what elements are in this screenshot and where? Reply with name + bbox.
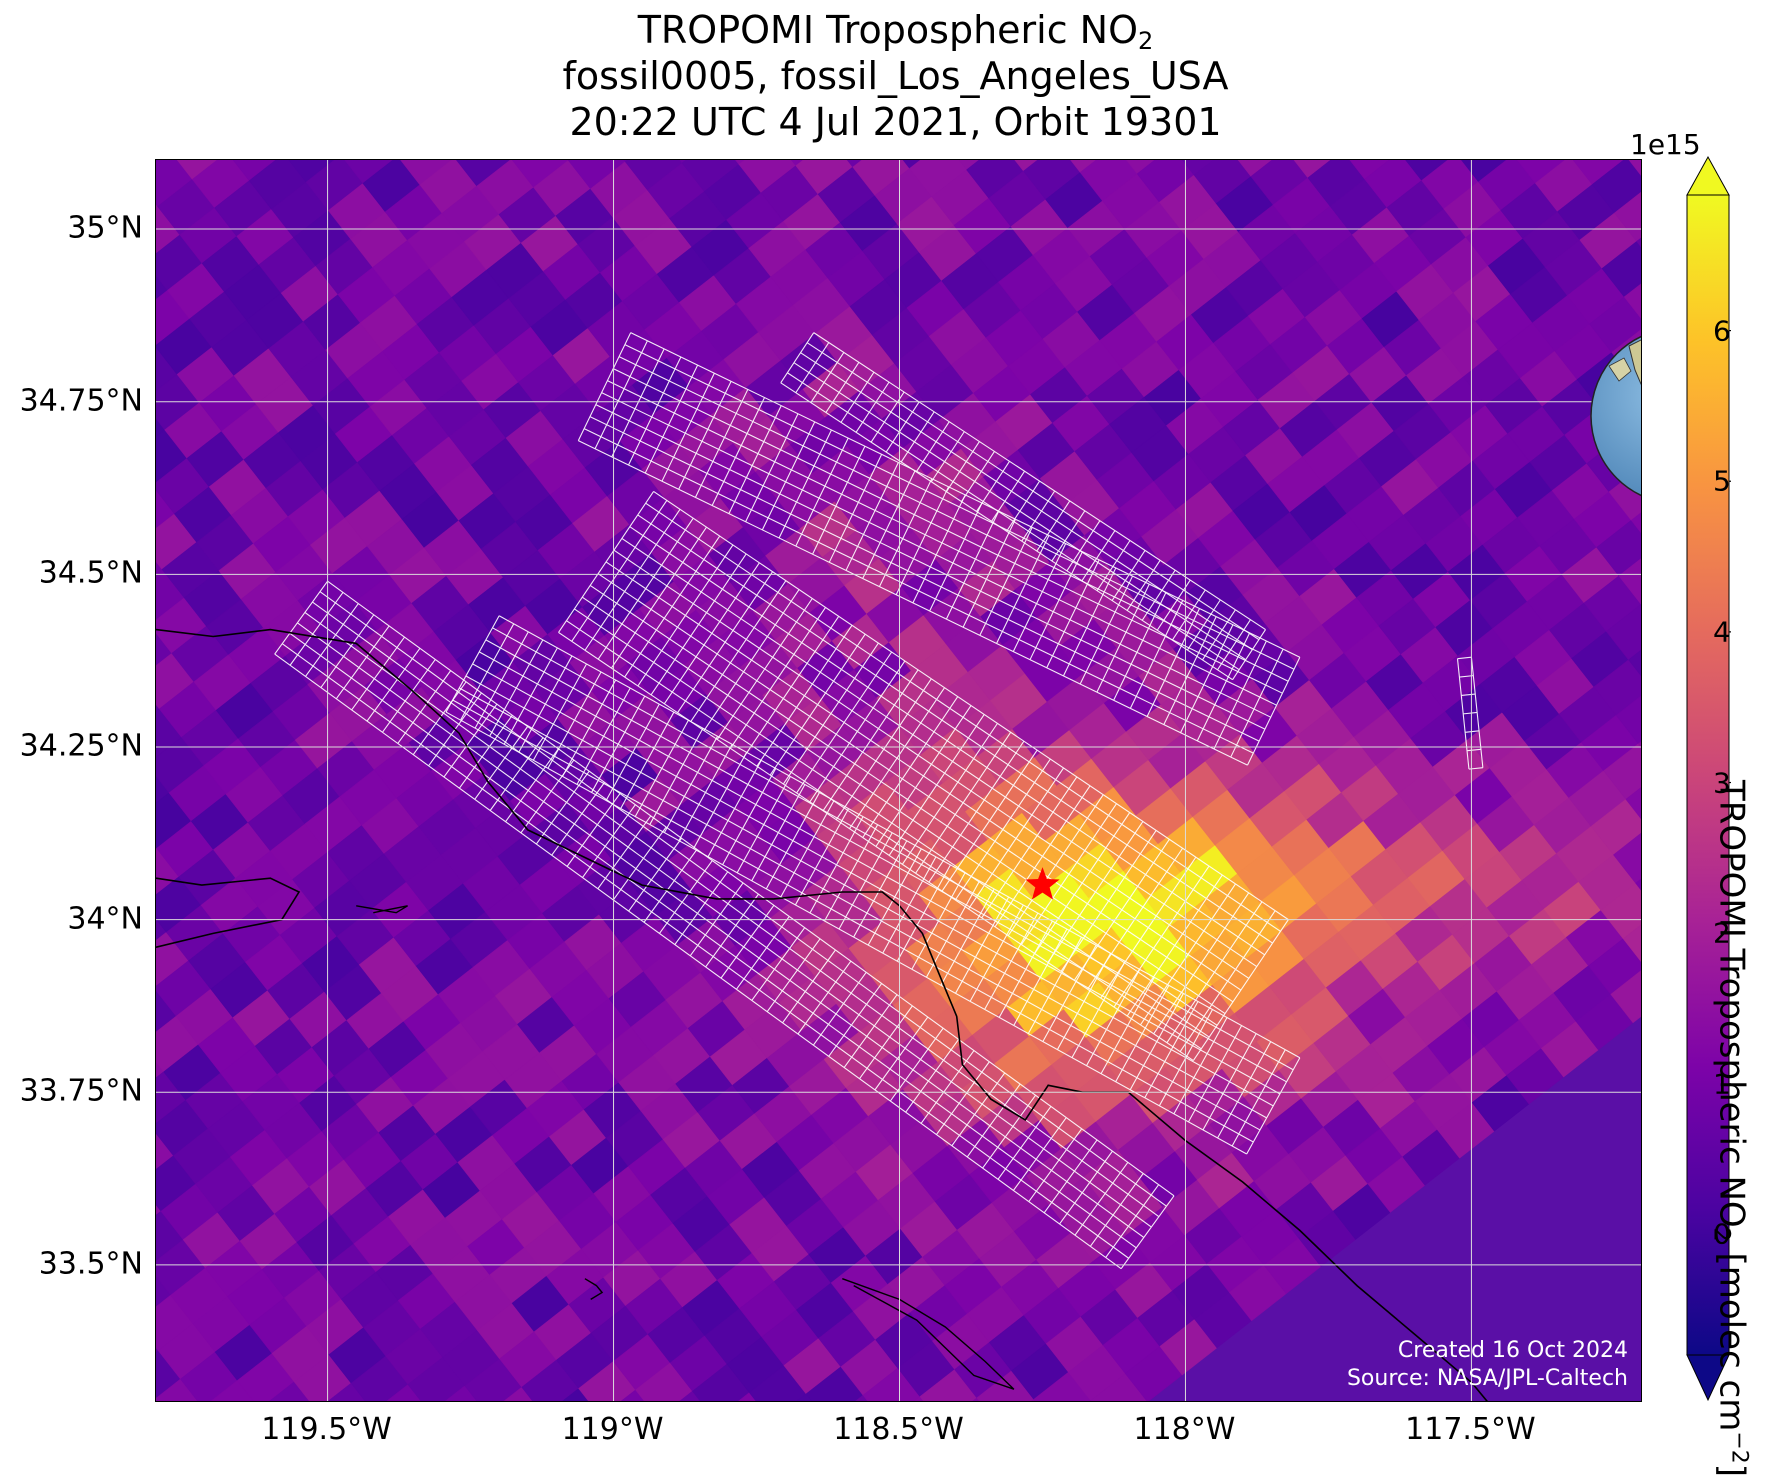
- no2-pixel: [1641, 577, 1642, 633]
- colorbar-tick-label: 4: [1713, 615, 1731, 648]
- lon-tick-label: 119.5°W: [261, 1412, 392, 1447]
- credit-source: Source: NASA/JPL-Caltech: [1347, 1366, 1628, 1391]
- map-title-line3: 20:22 UTC 4 Jul 2021, Orbit 19301: [0, 100, 1791, 144]
- lat-tick-label: 34.75°N: [20, 383, 143, 418]
- lat-tick-label: 33.75°N: [20, 1074, 143, 1109]
- map-title-line2: fossil0005, fossil_Los_Angeles_USA: [0, 54, 1791, 98]
- colorbar-label-units: [molec cm: [1711, 1242, 1751, 1432]
- title-subscript: 2: [1138, 27, 1153, 55]
- colorbar-label-sup: −2: [1727, 1431, 1752, 1463]
- lon-tick-label: 119°W: [562, 1412, 664, 1447]
- colorbar-label-sub: 2: [1708, 1228, 1733, 1242]
- lat-tick-label: 34°N: [67, 901, 143, 936]
- colorbar-label-end: ]: [1711, 1464, 1751, 1477]
- credit-created: Created 16 Oct 2024: [1398, 1338, 1628, 1363]
- colorbar-label-text: TROPOMI Tropospheric NO: [1711, 780, 1751, 1228]
- lat-tick-label: 33.5°N: [39, 1246, 143, 1281]
- title-text: TROPOMI Tropospheric NO: [638, 8, 1138, 52]
- lon-tick-label: 118°W: [1133, 1412, 1235, 1447]
- lon-tick-label: 118.5°W: [833, 1412, 964, 1447]
- colorbar-tick-label: 6: [1713, 314, 1731, 347]
- colorbar-label: TROPOMI Tropospheric NO2 [molec cm−2]: [1708, 780, 1751, 1477]
- lat-tick-label: 35°N: [67, 211, 143, 246]
- inset-globe: [1589, 326, 1642, 506]
- lat-tick-label: 34.25°N: [20, 728, 143, 763]
- colorbar-tick-label: 5: [1713, 465, 1731, 498]
- lon-tick-label: 117.5°W: [1405, 1412, 1536, 1447]
- map-panel[interactable]: Created 16 Oct 2024 Source: NASA/JPL-Cal…: [155, 159, 1642, 1402]
- colorbar-max-extend: [1687, 157, 1729, 195]
- no2-map: [156, 160, 1642, 1402]
- lat-tick-label: 34.5°N: [39, 556, 143, 591]
